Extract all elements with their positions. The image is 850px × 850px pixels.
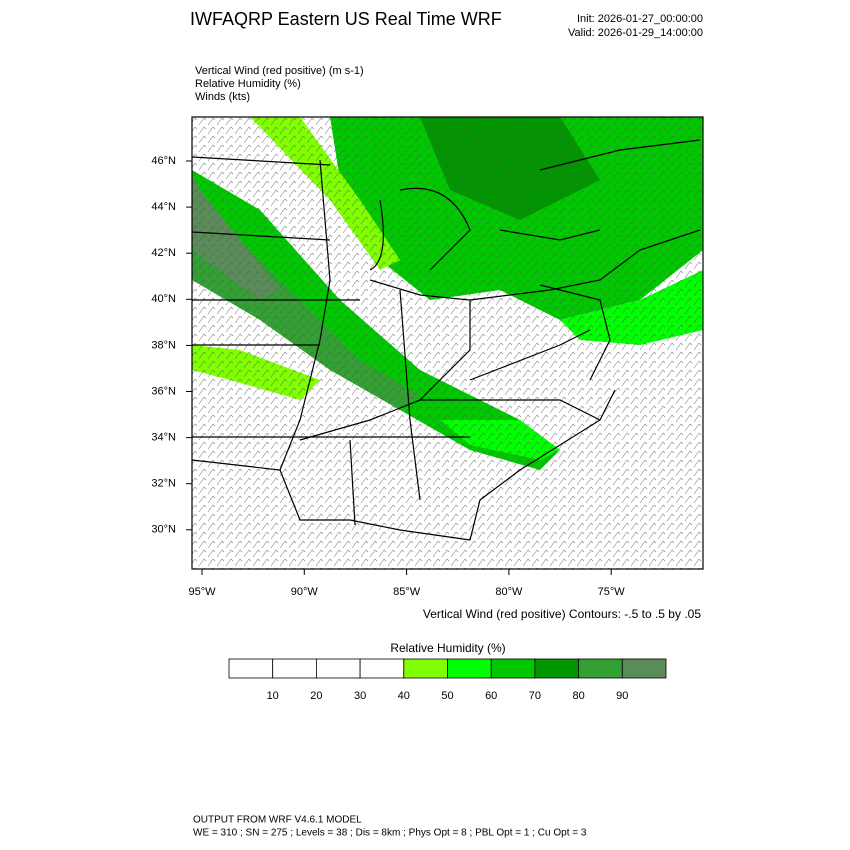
colorbar-label: 30 [354, 690, 366, 702]
colorbar-box [621, 658, 667, 679]
map-frame [191, 116, 704, 570]
valid-time: Valid: 2026-01-29_14:00:00 [568, 27, 703, 39]
field-label: Winds (kts) [195, 91, 250, 103]
colorbar-label: 50 [441, 690, 453, 702]
colorbar-box [490, 658, 536, 679]
lat-label: 42°N [151, 247, 176, 259]
lat-label: 38°N [151, 339, 176, 351]
colorbar-box [403, 658, 448, 679]
colorbar-label: 60 [485, 690, 497, 702]
contour-note: Vertical Wind (red positive) Contours: -… [423, 607, 701, 621]
init-time: Init: 2026-01-27_00:00:00 [577, 13, 703, 25]
colorbar-box [534, 658, 580, 679]
lon-label: 85°W [393, 586, 421, 598]
lat-label: 30°N [151, 524, 176, 536]
colorbar-label: 80 [572, 690, 584, 702]
colorbar-box [447, 658, 492, 679]
footer-line: OUTPUT FROM WRF V4.6.1 MODEL [193, 815, 362, 826]
lon-label: 90°W [291, 586, 319, 598]
colorbar-box [578, 658, 623, 679]
lon-label: 75°W [598, 586, 626, 598]
colorbar-box [359, 658, 405, 679]
colorbar-box [272, 658, 317, 679]
field-label: Vertical Wind (red positive) (m s-1) [195, 65, 364, 77]
lat-label: 34°N [151, 432, 176, 444]
colorbar-label: 20 [310, 690, 322, 702]
colorbar-label: 10 [267, 690, 279, 702]
colorbar-label: 70 [529, 690, 541, 702]
lon-label: 80°W [495, 586, 523, 598]
lat-label: 44°N [151, 201, 176, 213]
colorbar-box [228, 658, 274, 679]
footer-line: WE = 310 ; SN = 275 ; Levels = 38 ; Dis … [193, 828, 587, 839]
lat-label: 32°N [151, 478, 176, 490]
colorbar-box [315, 658, 361, 679]
map [192, 117, 703, 569]
colorbar-label: 40 [398, 690, 410, 702]
colorbar-label: 90 [616, 690, 628, 702]
lat-label: 36°N [151, 385, 176, 397]
field-label: Relative Humidity (%) [195, 78, 301, 90]
colorbar-title: Relative Humidity (%) [390, 641, 505, 655]
lat-label: 40°N [151, 293, 176, 305]
lat-label: 46°N [151, 155, 176, 167]
lon-label: 95°W [188, 586, 216, 598]
title: IWFAQRP Eastern US Real Time WRF [190, 9, 502, 29]
